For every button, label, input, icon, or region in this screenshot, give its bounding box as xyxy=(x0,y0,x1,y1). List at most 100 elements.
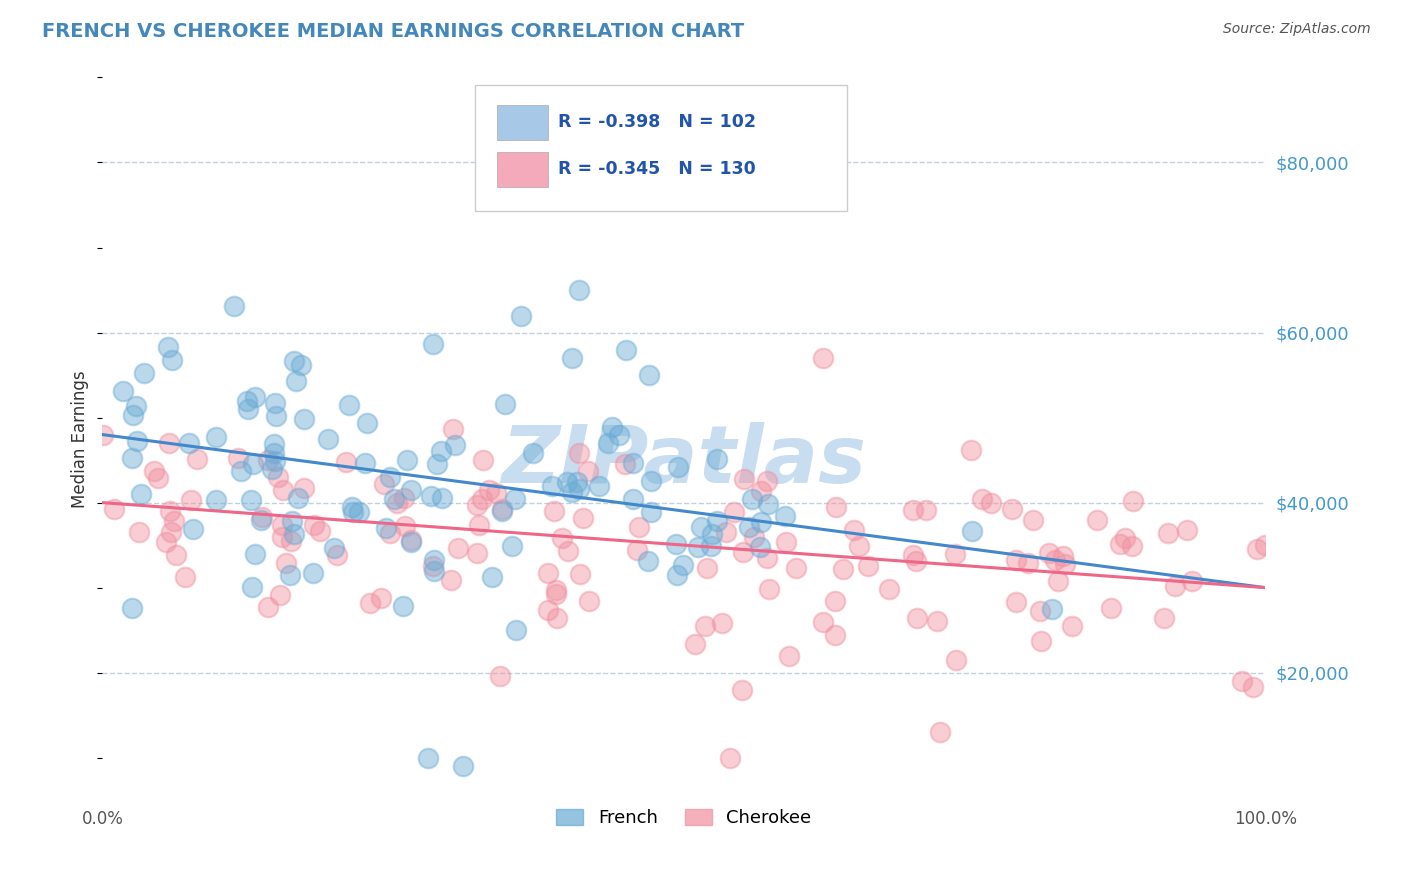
Cherokee xyxy=(103,502,125,516)
French xyxy=(283,527,305,541)
Cherokee xyxy=(1004,595,1026,609)
French xyxy=(392,599,415,613)
French xyxy=(280,568,302,582)
Cherokee xyxy=(710,616,733,631)
French xyxy=(240,580,263,594)
Cherokee xyxy=(1175,523,1198,537)
Cherokee xyxy=(972,492,994,507)
Cherokee xyxy=(163,514,186,528)
Cherokee xyxy=(627,519,650,533)
French xyxy=(756,497,779,511)
Cherokee xyxy=(903,502,925,516)
Cherokee xyxy=(877,582,900,596)
Cherokee xyxy=(758,582,780,597)
Cherokee xyxy=(537,602,560,616)
French xyxy=(567,475,589,489)
French xyxy=(382,491,405,506)
French xyxy=(443,438,465,452)
French xyxy=(356,417,378,431)
French xyxy=(598,436,620,450)
Cherokee xyxy=(148,471,170,485)
French xyxy=(205,430,228,444)
French xyxy=(700,527,723,541)
Cherokee xyxy=(440,574,463,588)
Cherokee xyxy=(274,556,297,570)
French xyxy=(738,520,761,534)
Cherokee xyxy=(1060,619,1083,633)
French xyxy=(129,487,152,501)
French xyxy=(264,396,287,410)
Cherokee xyxy=(155,535,177,549)
Cherokee xyxy=(180,492,202,507)
Cherokee xyxy=(309,524,332,538)
Cherokee xyxy=(1254,539,1277,553)
Cherokee xyxy=(335,455,357,469)
Cherokee xyxy=(1164,579,1187,593)
Cherokee xyxy=(980,496,1002,510)
French xyxy=(401,483,423,498)
French xyxy=(672,558,695,573)
Cherokee xyxy=(813,351,835,365)
French xyxy=(124,400,146,414)
French xyxy=(510,309,533,323)
French xyxy=(236,393,259,408)
Y-axis label: Median Earnings: Median Earnings xyxy=(72,370,89,508)
French xyxy=(588,479,610,493)
Cherokee xyxy=(471,491,494,506)
Cherokee xyxy=(128,524,150,539)
Cherokee xyxy=(392,491,415,505)
Cherokee xyxy=(252,510,274,524)
Cherokee xyxy=(824,594,846,608)
Cherokee xyxy=(578,594,600,608)
Cherokee xyxy=(1045,553,1067,567)
Cherokee xyxy=(848,539,870,553)
French xyxy=(264,454,287,468)
French xyxy=(640,505,662,519)
French xyxy=(121,451,143,466)
Cherokee xyxy=(257,453,280,467)
French xyxy=(481,570,503,584)
French xyxy=(416,750,439,764)
Cherokee xyxy=(550,531,572,545)
Cherokee xyxy=(915,503,938,517)
French xyxy=(263,437,285,451)
Cherokee xyxy=(544,582,567,597)
French xyxy=(522,446,544,460)
Cherokee xyxy=(270,530,292,544)
Cherokee xyxy=(1114,532,1136,546)
Cherokee xyxy=(302,518,325,533)
Cherokee xyxy=(173,570,195,584)
French xyxy=(316,432,339,446)
French xyxy=(236,401,259,416)
French xyxy=(749,515,772,529)
Cherokee xyxy=(925,614,948,628)
Cherokee xyxy=(270,518,292,533)
Legend: French, Cherokee: French, Cherokee xyxy=(550,802,818,835)
French xyxy=(422,336,444,351)
French xyxy=(378,470,401,484)
French xyxy=(134,366,156,380)
Cherokee xyxy=(441,421,464,435)
Text: R = -0.345   N = 130: R = -0.345 N = 130 xyxy=(558,161,756,178)
French xyxy=(280,514,302,528)
French xyxy=(395,452,418,467)
French xyxy=(160,353,183,368)
French xyxy=(700,539,723,553)
Cherokee xyxy=(326,548,349,562)
Cherokee xyxy=(165,549,187,563)
Cherokee xyxy=(1046,574,1069,589)
French xyxy=(342,500,364,515)
French xyxy=(600,420,623,434)
Cherokee xyxy=(1122,494,1144,508)
Cherokee xyxy=(1052,549,1074,564)
Cherokee xyxy=(143,464,166,478)
Cherokee xyxy=(546,587,568,601)
French xyxy=(242,457,264,471)
Cherokee xyxy=(468,518,491,533)
French xyxy=(501,539,523,553)
Cherokee xyxy=(576,463,599,477)
Cherokee xyxy=(543,504,565,518)
French xyxy=(426,457,449,471)
French xyxy=(337,398,360,412)
Cherokee xyxy=(1246,541,1268,556)
